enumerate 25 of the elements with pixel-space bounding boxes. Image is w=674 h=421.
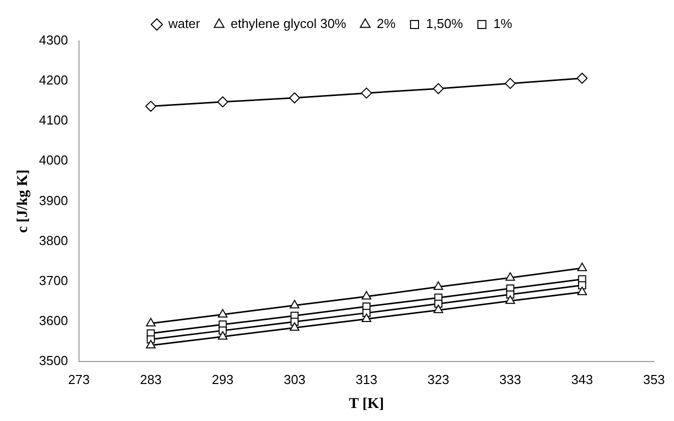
x-tick-label: 303 (284, 372, 306, 387)
x-axis-title: T [K] (348, 396, 384, 412)
x-tick-label: 293 (212, 372, 234, 387)
x-tick-label: 343 (571, 372, 593, 387)
y-tick-label: 3600 (39, 312, 68, 328)
y-axis-title: c [J/kg K] (14, 170, 31, 233)
x-tick-label: 323 (427, 372, 450, 387)
legend-label: water (167, 16, 201, 32)
y-tick-label: 4000 (39, 152, 68, 168)
legend-label: ethylene glycol 30% (230, 16, 347, 32)
x-tick-label: 273 (68, 372, 90, 387)
y-tick-label: 4300 (39, 32, 68, 48)
legend-label: 1% (493, 16, 513, 32)
x-tick-label: 353 (643, 372, 665, 387)
x-tick-label: 313 (356, 372, 378, 387)
y-tick-label: 3500 (39, 352, 68, 368)
y-tick-label: 4100 (39, 112, 68, 128)
y-tick-label: 3900 (39, 192, 68, 208)
y-tick-label: 3700 (39, 272, 68, 288)
y-tick-label: 4200 (39, 72, 68, 88)
legend-label: 1,50% (426, 16, 464, 32)
x-tick-label: 283 (140, 372, 162, 387)
x-tick-label: 333 (499, 372, 522, 387)
legend-label: 2% (376, 16, 396, 32)
y-tick-label: 3800 (39, 232, 68, 248)
